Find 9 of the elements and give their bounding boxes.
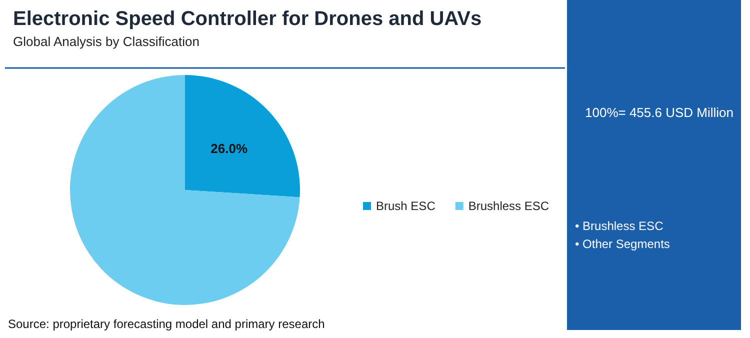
data-label: 26.0% [210, 141, 248, 156]
chart-subtitle: Global Analysis by Classification [13, 34, 200, 49]
source-note: Source: proprietary forecasting model and primary research [8, 317, 325, 331]
text: • Other Segments [575, 237, 670, 251]
legend-label: Brush ESC [376, 199, 436, 213]
text: • Brushless ESC [575, 219, 664, 233]
legend-label: Brushless ESC [468, 199, 550, 213]
chart-title: Electronic Speed Controller for Drones and UAVs [13, 8, 482, 30]
text: 100%= 455.6 USD Million [585, 105, 734, 120]
